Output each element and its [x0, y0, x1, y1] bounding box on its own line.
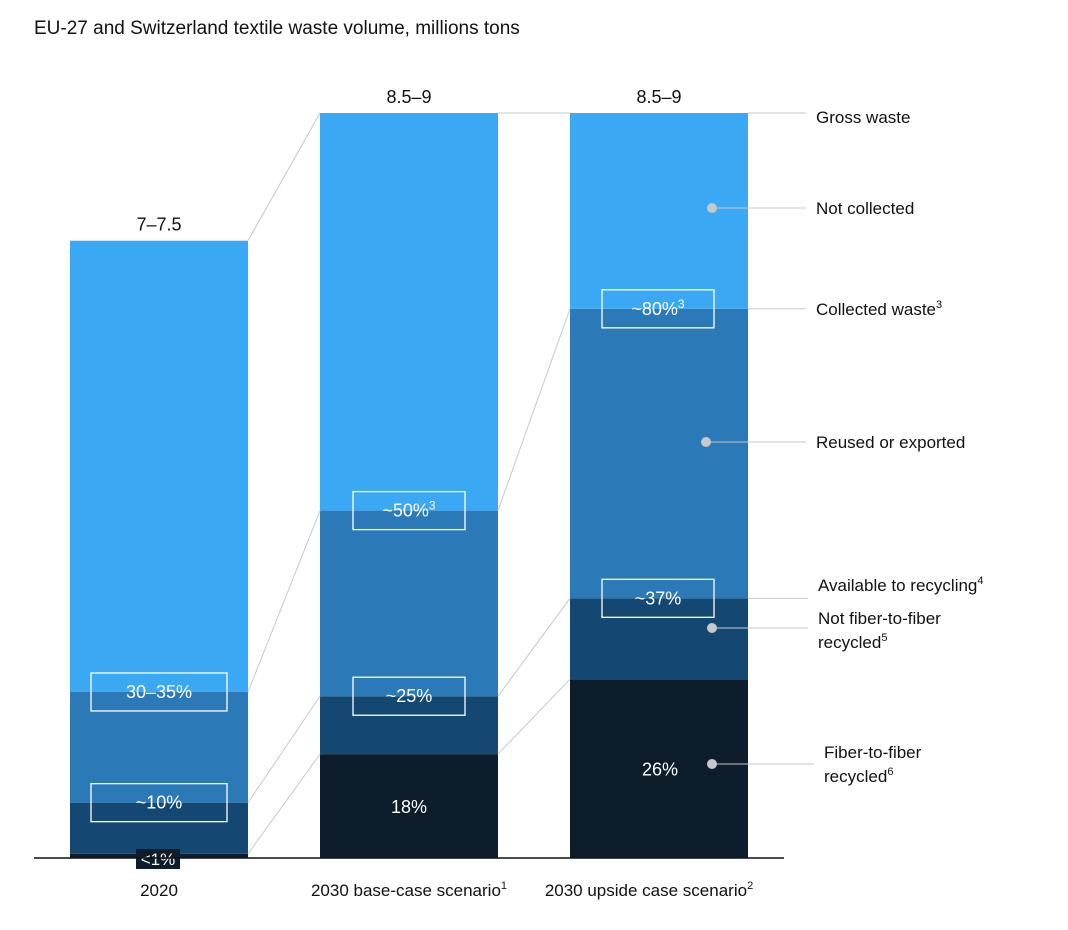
bar-segment-fiber-to-fiber-recycled-2 — [570, 679, 748, 858]
bar-segment-reused-or-exported-0 — [70, 691, 248, 803]
total-label-0: 7–7.5 — [136, 215, 181, 235]
connector-available-0 — [247, 695, 321, 803]
collected-label-1: ~50%3 — [382, 499, 436, 521]
bar-segment-not-fiber-to-fiber-recycled-0 — [70, 802, 248, 854]
legend-not-fiber-line2: recycled5 — [818, 632, 887, 652]
available-label-1-box — [352, 676, 466, 716]
bar-segment-not-collected-0 — [70, 240, 248, 692]
bar-segment-reused-or-exported-1 — [320, 510, 498, 697]
collected-label-0: 30–35% — [126, 682, 192, 702]
connector-fiber-0 — [247, 753, 321, 855]
bar-segment-reused-or-exported-2 — [570, 308, 748, 599]
bar-segment-fiber-to-fiber-recycled-1 — [320, 754, 498, 858]
fiber-label-2: 26% — [642, 760, 678, 780]
fiber-label-0-bg — [136, 849, 180, 869]
bar-segment-not-collected-1 — [320, 113, 498, 511]
collected-label-2: ~80%3 — [631, 297, 685, 319]
total-label-2: 8.5–9 — [636, 87, 681, 107]
fiber-label-0: <1% — [141, 850, 176, 869]
bar-segment-not-collected-2 — [570, 113, 748, 309]
bar-segment-not-fiber-to-fiber-recycled-2 — [570, 598, 748, 680]
legend-not-fiber-line1: Not fiber-to-fiber — [818, 609, 941, 628]
category-label-0: 2020 — [140, 881, 178, 900]
bar-segment-not-fiber-to-fiber-recycled-1 — [320, 696, 498, 755]
connector-collected-1 — [497, 308, 571, 511]
connector-available-1 — [497, 598, 571, 697]
available-label-1: ~25% — [386, 686, 433, 706]
category-label-1: 2030 base-case scenario1 — [311, 880, 507, 900]
collected-label-2-box — [601, 289, 715, 329]
legend-fiber-line2: recycled6 — [824, 766, 893, 786]
legend-collected-waste: Collected waste3 — [816, 299, 942, 319]
connector-fiber-1 — [497, 678, 571, 755]
legend-gross-waste: Gross waste — [816, 108, 910, 127]
legend-available-to-recycling: Available to recycling4 — [818, 575, 984, 595]
connector-collected-0 — [247, 510, 321, 693]
total-label-1: 8.5–9 — [386, 87, 431, 107]
available-label-0-box — [90, 783, 228, 823]
collected-label-1-box — [352, 490, 466, 531]
category-label-2: 2030 upside case scenario2 — [545, 880, 753, 900]
available-label-2-box — [601, 578, 715, 618]
collected-label-0-box — [90, 672, 228, 712]
chart-title: EU-27 and Switzerland textile waste volu… — [34, 18, 520, 39]
available-label-0: ~10% — [136, 793, 183, 813]
legend-fiber-line1: Fiber-to-fiber — [824, 743, 922, 762]
fiber-label-1: 18% — [391, 797, 427, 817]
available-label-2: ~37% — [635, 588, 682, 608]
legend-not-collected: Not collected — [816, 199, 914, 218]
connector-top-0 — [247, 112, 321, 241]
legend-reused-or-exported: Reused or exported — [816, 433, 965, 452]
